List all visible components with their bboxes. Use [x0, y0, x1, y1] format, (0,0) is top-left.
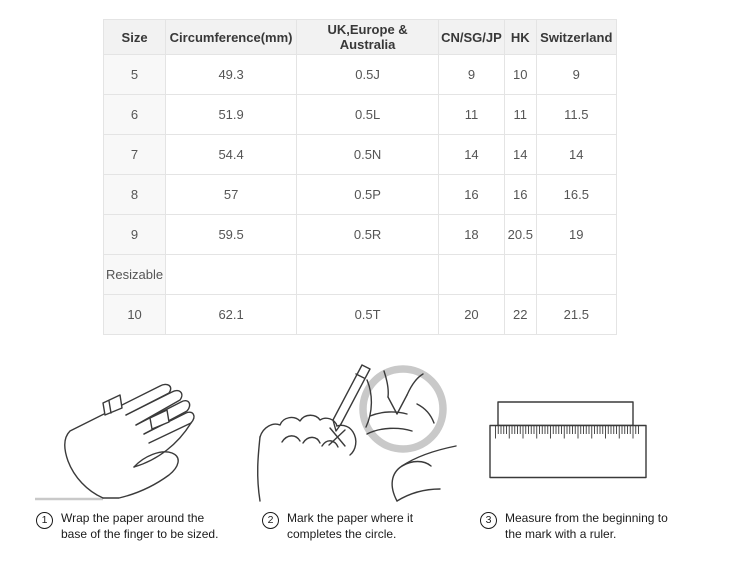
holding-hand-line-art	[391, 445, 457, 502]
table-cell: 0.5L	[296, 94, 440, 135]
caption-line: Wrap the paper around the	[61, 511, 205, 525]
table-cell: 16	[438, 174, 505, 215]
table-cell	[165, 254, 298, 295]
table-cell	[438, 254, 505, 295]
table-header-row: Size Circumference(mm) UK,Europe & Austral…	[102, 19, 617, 55]
column-header: UK,Europe & Australia	[296, 19, 440, 55]
magnified-finger-detail	[365, 370, 435, 435]
caption-line: Measure from the beginning to	[505, 511, 668, 525]
column-header: Size	[102, 19, 167, 55]
row-label-cell: 5	[102, 54, 167, 95]
table-cell: 19	[535, 214, 617, 255]
step-2-caption: 2 Mark the paper where it completes the …	[262, 511, 413, 542]
table-cell: 16.5	[535, 174, 617, 215]
table-cell: 11.5	[535, 94, 617, 135]
caption-line: the mark with a ruler.	[505, 526, 617, 541]
pen-marking-paper-illustration	[256, 364, 457, 502]
table-cell: 0.5P	[296, 174, 440, 215]
table-row: 5 49.3 0.5J 9 10 9	[102, 54, 617, 95]
caption-line: completes the circle.	[287, 526, 397, 541]
table-cell: 10	[503, 54, 537, 95]
table-cell: 16	[503, 174, 537, 215]
hand-line-art	[64, 383, 195, 499]
paper-strip-on-finger	[102, 394, 170, 430]
table-row: 7 54.4 0.5N 14 14 14	[102, 134, 617, 175]
step-2-number-badge: 2	[262, 512, 279, 529]
table-cell: 59.5	[165, 214, 298, 255]
table-cell: 0.5R	[296, 214, 440, 255]
step-1-number-badge: 1	[36, 512, 53, 529]
table-cell: 0.5N	[296, 134, 440, 175]
column-header: CN/SG/JP	[438, 19, 505, 55]
table-cell: 14	[535, 134, 617, 175]
caption-line: base of the finger to be sized.	[61, 526, 219, 541]
table-cell: 21.5	[535, 294, 617, 335]
step-3-caption: 3 Measure from the beginning to the mark…	[480, 511, 668, 542]
table-cell: 51.9	[165, 94, 298, 135]
table-row: Resizable	[102, 254, 617, 295]
step-1-text: Wrap the paper around the base of the fi…	[61, 511, 218, 542]
table-cell	[503, 254, 537, 295]
table-cell: 22	[503, 294, 537, 335]
table-row: 9 59.5 0.5R 18 20.5 19	[102, 214, 617, 255]
table-cell: 20.5	[503, 214, 537, 255]
row-label-cell: 8	[102, 174, 167, 215]
table-cell: 20	[438, 294, 505, 335]
table-cell: 62.1	[165, 294, 298, 335]
table-cell: 11	[503, 94, 537, 135]
row-label-cell: Resizable	[102, 254, 167, 295]
table-cell: 57	[165, 174, 298, 215]
table-cell	[535, 254, 617, 295]
table-cell: 49.3	[165, 54, 298, 95]
paper-strip-on-ruler-illustration	[489, 401, 647, 479]
pen-line-art	[332, 364, 371, 432]
table-row: 6 51.9 0.5L 11 11 11.5	[102, 94, 617, 135]
table-cell: 14	[438, 134, 505, 175]
step-1-caption: 1 Wrap the paper around the base of the …	[36, 511, 218, 542]
fist-line-art	[256, 414, 357, 502]
row-label-cell: 7	[102, 134, 167, 175]
size-table-body: 5 49.3 0.5J 9 10 9 6 51.9 0.5L 11 11 11.5 7 54.4 0.5N 1…	[102, 54, 617, 335]
column-header: Switzerland	[535, 19, 617, 55]
table-cell: 11	[438, 94, 505, 135]
ring-size-table: Size Circumference(mm) UK,Europe & Austral…	[102, 19, 617, 335]
hand-with-paper-strip-illustration	[35, 383, 195, 501]
table-cell: 0.5T	[296, 294, 440, 335]
table-cell: 9	[535, 54, 617, 95]
caption-line: Mark the paper where it	[287, 511, 414, 525]
ruler-shape	[489, 424, 647, 479]
step-3-text: Measure from the beginning to the mark w…	[505, 511, 668, 542]
table-cell: 0.5J	[296, 54, 440, 95]
column-header: HK	[503, 19, 537, 55]
table-cell: 9	[438, 54, 505, 95]
table-cell: 18	[438, 214, 505, 255]
table-cell: 14	[503, 134, 537, 175]
step-3-number-badge: 3	[480, 512, 497, 529]
table-cell: 54.4	[165, 134, 298, 175]
row-label-cell: 6	[102, 94, 167, 135]
table-row: 8 57 0.5P 16 16 16.5	[102, 174, 617, 215]
row-label-cell: 9	[102, 214, 167, 255]
magnifier-ring-shape	[359, 365, 447, 453]
step-2-text: Mark the paper where it completes the ci…	[287, 511, 413, 542]
row-label-cell: 10	[102, 294, 167, 335]
column-header: Circumference(mm)	[165, 19, 298, 55]
table-cell	[296, 254, 440, 295]
ruler-ticks	[495, 426, 639, 439]
paper-strip-shape	[497, 401, 634, 427]
table-row: 10 62.1 0.5T 20 22 21.5	[102, 294, 617, 335]
